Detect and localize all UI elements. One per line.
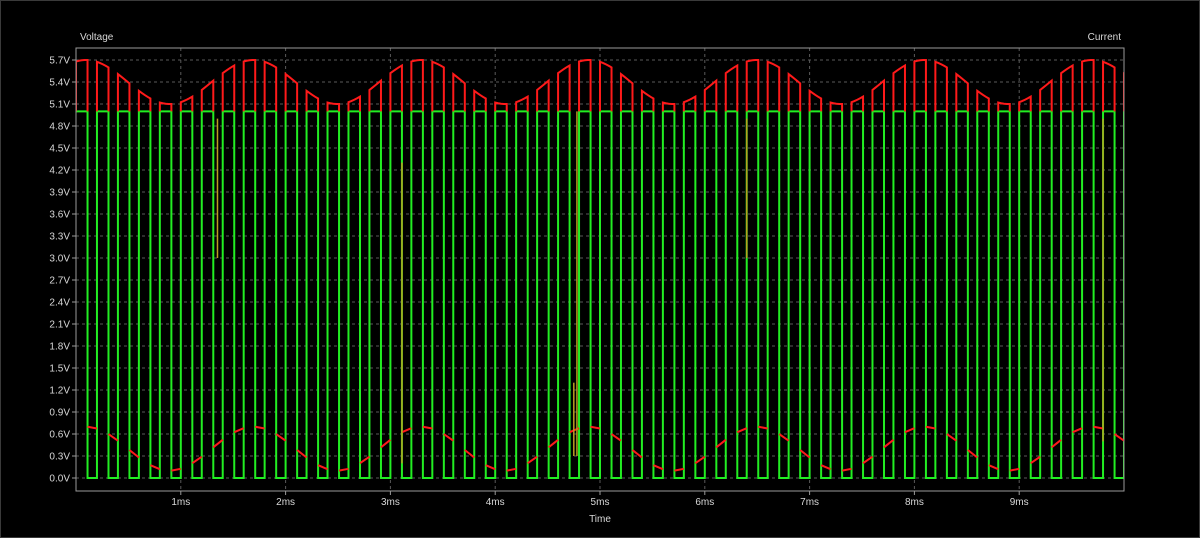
x-ticks: 1ms 2ms 3ms 4ms 5ms 6ms 7ms 8ms 9ms [171,491,1029,508]
x-tick-label: 2ms [276,497,295,508]
y-tick-label: 1.2V [49,386,70,397]
y-tick-label: 5.7V [49,56,70,67]
x-tick-label: 3ms [381,497,400,508]
y-tick-label: 4.8V [49,122,70,133]
y-tick-label: 0.3V [49,452,70,463]
y-tick-label: 5.1V [49,100,70,111]
y-tick-label: 4.2V [49,166,70,177]
x-tick-label: 7ms [800,497,819,508]
y-tick-label: 1.5V [49,364,70,375]
y-axis-label-left: Voltage [80,32,114,43]
x-tick-label: 9ms [1010,497,1029,508]
y-tick-label: 2.4V [49,298,70,309]
y-tick-label: 3.9V [49,188,70,199]
x-tick-label: 8ms [905,497,924,508]
y-tick-label: 2.1V [49,320,70,331]
y-tick-label: 0.0V [49,474,70,485]
y-tick-label: 2.7V [49,276,70,287]
series-red-lower-envelope [87,425,1124,472]
x-tick-label: 5ms [591,497,610,508]
y-tick-label: 0.9V [49,408,70,419]
x-tick-label: 1ms [171,497,190,508]
y-tick-label: 5.4V [49,78,70,89]
x-axis-label: Time [589,514,611,525]
x-tick-label: 6ms [695,497,714,508]
y-ticks: 0.0V 0.3V 0.6V 0.9V 1.2V 1.5V 1.8V 2.1V 2.4V 2.7V… [49,56,76,485]
series-green-square-wave [76,110,1124,479]
y-tick-label: 1.8V [49,342,70,353]
y-tick-label: 4.5V [49,144,70,155]
y-tick-label: 3.0V [49,254,70,265]
series-layer [76,59,1124,479]
series-red-upper-envelope [76,59,1124,112]
y-axis-label-right: Current [1088,32,1122,43]
x-tick-label: 4ms [486,497,505,508]
y-tick-label: 0.6V [49,430,70,441]
y-tick-label: 3.3V [49,232,70,243]
y-tick-label: 3.6V [49,210,70,221]
